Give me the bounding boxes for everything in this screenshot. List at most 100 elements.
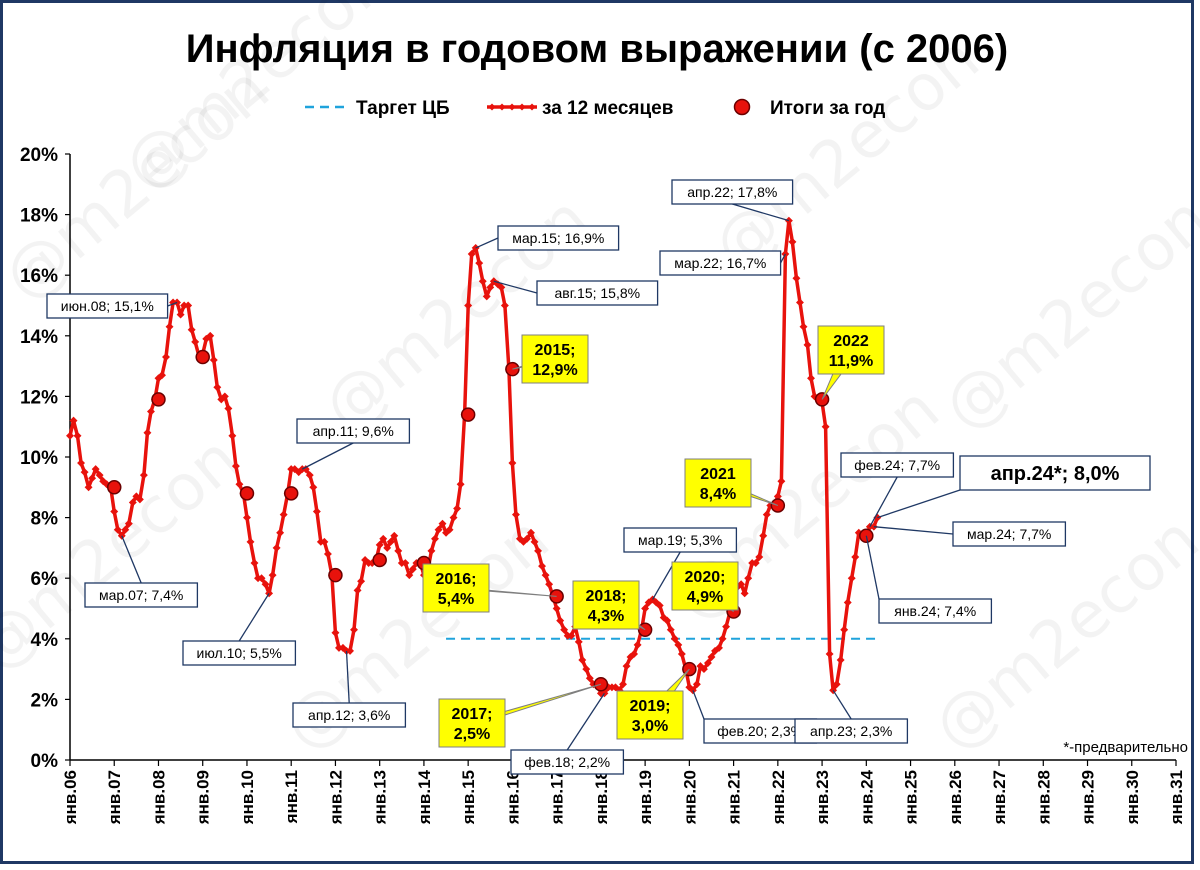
series-point-12m bbox=[825, 649, 834, 658]
annotation-leader bbox=[493, 280, 538, 294]
annual-point bbox=[372, 552, 387, 568]
series-point-12m bbox=[375, 540, 384, 549]
series-point-12m bbox=[143, 428, 152, 437]
x-tick-label: янв.18 bbox=[592, 770, 611, 825]
annotation-box bbox=[794, 718, 909, 744]
annotation-callout-value: 11,9% bbox=[829, 353, 873, 370]
series-point-12m bbox=[408, 565, 417, 574]
annotation-label: апр.24*; 8,0% bbox=[991, 463, 1120, 485]
x-tick-label: янв.23 bbox=[813, 770, 832, 825]
annotation-label: апр.12; 3,6% bbox=[308, 707, 390, 723]
x-tick-label: янв.13 bbox=[371, 770, 390, 825]
x-tick-label: янв.16 bbox=[503, 770, 522, 825]
annotation-leader bbox=[873, 526, 954, 535]
series-point-12m bbox=[869, 522, 878, 531]
legend-target-label: Таргет ЦБ bbox=[356, 98, 450, 119]
series-point-12m bbox=[243, 513, 251, 522]
series-point-12m bbox=[353, 586, 362, 595]
x-tick-label: янв.20 bbox=[680, 770, 699, 825]
series-point-12m bbox=[331, 628, 340, 637]
annotation-label: фев.18; 2,2% bbox=[524, 754, 610, 770]
annual-point bbox=[151, 392, 166, 407]
annotation-box bbox=[510, 749, 625, 775]
legend-12m-label: за 12 месяцев bbox=[542, 98, 673, 119]
series-point-12m bbox=[508, 459, 517, 468]
x-tick-label: янв.10 bbox=[238, 770, 257, 825]
chart-legend: Таргет ЦБ за 12 месяцев Итоги за год bbox=[305, 98, 885, 119]
annotation-callout-label: 2018; bbox=[586, 588, 627, 605]
x-tick-label: янв.21 bbox=[725, 770, 744, 825]
annotation-callout-value: 4,9% bbox=[687, 589, 723, 606]
series-point-12m bbox=[184, 301, 193, 310]
legend-12m-marker bbox=[518, 103, 526, 111]
x-tick-label: янв.22 bbox=[769, 770, 788, 825]
x-tick-label: янв.08 bbox=[149, 770, 168, 825]
series-point-12m bbox=[135, 495, 144, 504]
annotation-callout-value: 4,3% bbox=[588, 608, 624, 625]
chart-axes: 0% 2% 4% 6% 8% 10% 12% 14% 16% 18% 20% янв.06 янв.07… bbox=[20, 145, 1186, 825]
series-point-12m bbox=[268, 571, 277, 580]
annotations-layer: мар.07; 7,4% июн.08; 15,1% июл.10; 5,5% апр… bbox=[46, 179, 1151, 775]
annotation-leader bbox=[238, 593, 270, 642]
series-point-12m bbox=[464, 301, 473, 310]
annotation-leader bbox=[877, 489, 961, 519]
y-tick-label: 14% bbox=[20, 327, 58, 348]
annotation-callout-box bbox=[671, 561, 739, 611]
series-point-12m bbox=[453, 504, 462, 513]
x-tick-label: янв.24 bbox=[857, 769, 876, 825]
series-point-12m bbox=[261, 580, 270, 589]
series-point-12m bbox=[799, 322, 808, 331]
series-point-12m bbox=[69, 416, 78, 425]
annotation-leader bbox=[652, 551, 681, 600]
annotation-callout-box bbox=[422, 563, 490, 613]
x-tick-label: янв.14 bbox=[415, 769, 434, 825]
annotation-leader bbox=[692, 690, 705, 720]
annotation-label: апр.11; 9,6% bbox=[313, 423, 394, 439]
legend-annual-swatch bbox=[733, 98, 751, 116]
series-point-12m bbox=[467, 250, 476, 258]
series-point-12m bbox=[66, 431, 74, 440]
series-point-12m bbox=[305, 471, 314, 480]
annotation-box bbox=[878, 598, 993, 624]
series-point-12m bbox=[427, 546, 436, 555]
series-point-12m bbox=[250, 559, 259, 568]
x-tick-label: янв.07 bbox=[105, 770, 124, 825]
series-point-12m bbox=[792, 274, 801, 283]
annotation-box bbox=[497, 225, 620, 251]
series-point-12m bbox=[117, 531, 126, 540]
series-point-12m bbox=[272, 543, 281, 552]
series-point-12m bbox=[213, 383, 222, 392]
series-point-12m bbox=[73, 431, 82, 440]
annotation-box bbox=[296, 418, 411, 444]
annotation-label: июн.08; 15,1% bbox=[61, 298, 154, 314]
series-point-12m bbox=[722, 622, 731, 631]
annual-point bbox=[328, 567, 343, 583]
series-point-12m bbox=[762, 510, 771, 519]
series-point-12m bbox=[471, 243, 480, 252]
series-point-12m bbox=[482, 292, 491, 301]
y-tick-label: 12% bbox=[20, 387, 58, 408]
series-point-12m bbox=[162, 353, 170, 361]
series-point-12m bbox=[475, 259, 484, 268]
annotation-callout-value: 5,4% bbox=[438, 591, 474, 608]
series-point-12m bbox=[279, 510, 288, 519]
series-point-12m bbox=[666, 625, 675, 634]
series-point-12m bbox=[206, 331, 215, 340]
y-tick-label: 4% bbox=[31, 630, 59, 651]
annotation-leader bbox=[865, 535, 880, 600]
series-point-12m bbox=[158, 371, 166, 380]
annotation-box bbox=[659, 250, 782, 276]
series-point-12m bbox=[335, 643, 343, 652]
y-tick-label: 6% bbox=[31, 569, 59, 590]
annotation-label: апр.22; 17,8% bbox=[687, 184, 777, 200]
x-tick-label: янв.17 bbox=[548, 770, 567, 825]
series-point-12m bbox=[165, 322, 174, 331]
series-point-12m bbox=[567, 631, 576, 640]
annotation-label: мар.15; 16,9% bbox=[512, 230, 604, 246]
annotation-label: мар.24; 7,7% bbox=[967, 526, 1051, 542]
annotation-box bbox=[952, 521, 1067, 547]
annotation-box bbox=[182, 640, 297, 666]
series-point-12m bbox=[323, 550, 332, 558]
annotation-label: фев.24; 7,7% bbox=[854, 457, 940, 473]
